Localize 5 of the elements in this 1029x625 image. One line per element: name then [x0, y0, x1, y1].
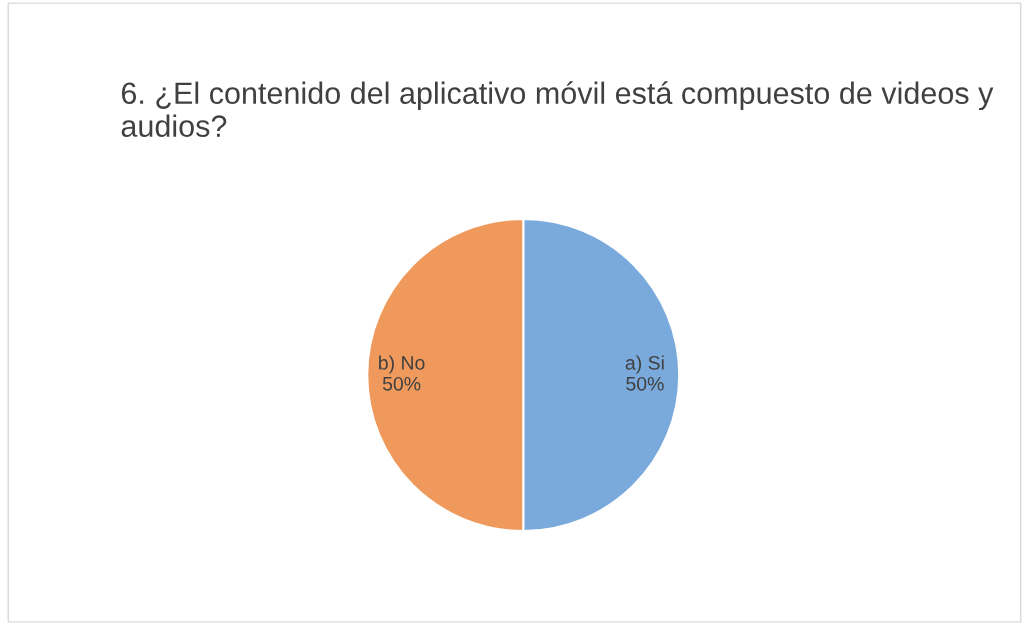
chart-title: 6. ¿El contenido del aplicativo móvil está compuesto de videos y audios?: [121, 81, 994, 137]
slice-label: b) No: [379, 355, 425, 374]
data-label: 50%: [382, 376, 421, 391]
data-label: 50%: [626, 376, 664, 391]
slice-label: a) Si: [625, 355, 664, 374]
